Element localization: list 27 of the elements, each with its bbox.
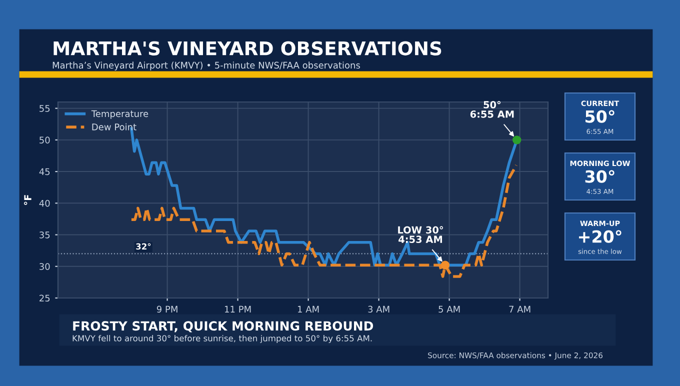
y-tick-label: 55 [40, 105, 50, 112]
line-series [130, 164, 518, 278]
text: KMVY fell to around 30° before sunrise, then jumped to 50° by 6:55 AM. [72, 334, 372, 344]
y-tick-label: 35 [40, 232, 50, 238]
y-tick-label: 25 [40, 294, 50, 302]
text: 30° [585, 170, 614, 183]
x-tick-label: 7 AM [509, 306, 530, 312]
legend-label: Temperature [91, 110, 148, 119]
y-tick-label: 40 [39, 200, 50, 207]
text: 50° [586, 110, 614, 123]
legend-label: Dew Point [92, 123, 136, 130]
annotation: LOW 30° 4:53 AM [398, 226, 443, 244]
x-tick-label: 11 PM [224, 306, 251, 312]
chart-title: MARTHA'S VINEYARD OBSERVATIONS [54, 41, 442, 56]
text: FROSTY START, QUICK MORNING REBOUND [73, 321, 374, 332]
x-tick-label: 5 AM [438, 306, 460, 313]
y-tick-label: 30 [40, 263, 50, 270]
x-tick-label: 1 AM [298, 306, 319, 312]
y-tick-label: 45 [39, 168, 50, 176]
text: +20° [579, 230, 622, 243]
x-tick-label: 3 AM [368, 306, 390, 313]
annotation: 50° 6:55 AM [470, 100, 514, 118]
y-axis-title: °F [24, 195, 32, 205]
ref-line-label: 32° [136, 243, 151, 250]
chart-subtitle: Martha’s Vineyard Airport (KMVY) • 5-minute NWS/FAA observations [52, 62, 360, 70]
y-tick-label: 50 [40, 136, 50, 144]
x-tick-label: 9 PM [156, 306, 178, 313]
